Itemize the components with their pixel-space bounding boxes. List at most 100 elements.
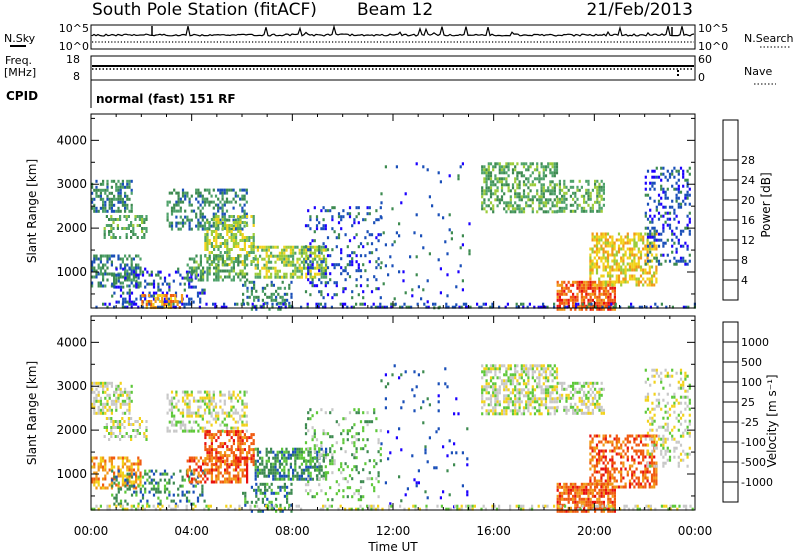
power-cell bbox=[307, 278, 310, 282]
power-cell bbox=[589, 194, 592, 198]
velocity-cell bbox=[212, 408, 215, 412]
power-cell bbox=[461, 243, 464, 247]
velocity-cell bbox=[179, 411, 182, 415]
velocity-cell bbox=[121, 402, 124, 406]
power-cell bbox=[243, 263, 246, 267]
power-cell bbox=[286, 292, 289, 296]
power-cell bbox=[228, 215, 231, 218]
power-cell bbox=[326, 254, 330, 258]
power-cell bbox=[320, 245, 323, 249]
power-cell bbox=[270, 292, 273, 296]
power-cell bbox=[166, 282, 169, 286]
power-cell bbox=[613, 241, 616, 245]
power-cell bbox=[206, 245, 209, 248]
power-cell bbox=[437, 213, 440, 217]
velocity-cell bbox=[294, 468, 297, 472]
velocity-cell bbox=[130, 475, 134, 479]
power-cell bbox=[292, 260, 295, 264]
power-cell bbox=[457, 174, 460, 178]
velocity-cell bbox=[507, 400, 510, 404]
power-cell bbox=[284, 302, 287, 306]
velocity-cell bbox=[507, 376, 510, 380]
power-cell bbox=[318, 245, 321, 249]
power-cell bbox=[208, 269, 211, 273]
power-cell bbox=[205, 302, 208, 306]
power-cell bbox=[558, 304, 561, 308]
velocity-cell bbox=[511, 388, 515, 392]
power-cell bbox=[677, 259, 680, 263]
velocity-cell bbox=[206, 405, 209, 409]
power-cell bbox=[351, 260, 354, 264]
power-cell bbox=[309, 266, 312, 270]
power-cell bbox=[454, 305, 457, 309]
power-cell bbox=[309, 215, 312, 219]
power-cell bbox=[163, 303, 166, 306]
power-cell bbox=[270, 266, 273, 270]
velocity-cell bbox=[494, 388, 497, 392]
power-cell bbox=[300, 305, 303, 309]
power-cell bbox=[591, 286, 594, 290]
power-cell bbox=[615, 259, 618, 263]
velocity-cell bbox=[250, 442, 253, 446]
power-cell bbox=[684, 259, 687, 263]
power-cell bbox=[633, 262, 636, 266]
power-cell bbox=[500, 189, 504, 193]
power-cell bbox=[595, 244, 599, 248]
velocity-cell bbox=[114, 426, 117, 429]
velocity-cell bbox=[362, 411, 365, 415]
velocity-cell bbox=[481, 397, 484, 401]
velocity-cell bbox=[126, 481, 129, 485]
power-cell bbox=[580, 209, 583, 213]
velocity-cell bbox=[135, 462, 138, 466]
velocity-cell bbox=[362, 426, 365, 430]
power-cell bbox=[563, 200, 566, 204]
velocity-cell bbox=[152, 487, 156, 491]
power-cell bbox=[105, 215, 108, 218]
velocity-cell bbox=[192, 396, 196, 400]
velocity-cell bbox=[285, 450, 288, 454]
velocity-cell bbox=[357, 438, 360, 442]
power-cell bbox=[117, 273, 120, 277]
velocity-cell bbox=[226, 465, 229, 469]
power-cell bbox=[660, 178, 663, 182]
velocity-cell bbox=[290, 509, 293, 513]
power-cell bbox=[213, 254, 216, 258]
velocity-cell bbox=[128, 402, 131, 406]
power-cell bbox=[595, 250, 599, 254]
velocity-cell bbox=[192, 429, 196, 433]
velocity-cell bbox=[219, 445, 222, 449]
power-cell bbox=[170, 227, 174, 231]
velocity-cell bbox=[444, 382, 447, 386]
power-cell bbox=[188, 200, 191, 204]
velocity-cell bbox=[340, 471, 343, 475]
power-cell bbox=[208, 200, 211, 204]
power-cell bbox=[617, 277, 621, 281]
power-cell bbox=[355, 215, 358, 219]
power-cell bbox=[214, 212, 218, 216]
power-cell bbox=[188, 285, 191, 289]
velocity-cell bbox=[108, 459, 111, 463]
power-cell bbox=[662, 187, 665, 191]
power-cell bbox=[143, 236, 146, 239]
power-cell bbox=[431, 204, 434, 208]
power-cell bbox=[666, 238, 669, 242]
power-cell bbox=[265, 275, 268, 279]
power-cell bbox=[492, 168, 495, 172]
power-cell bbox=[478, 305, 481, 309]
power-cell bbox=[144, 285, 147, 289]
power-cell bbox=[526, 305, 529, 309]
power-cell bbox=[230, 227, 233, 231]
velocity-cell bbox=[210, 423, 213, 427]
power-cell bbox=[563, 191, 566, 195]
power-cell bbox=[561, 289, 564, 293]
power-cell bbox=[622, 268, 625, 272]
velocity-cell bbox=[91, 381, 94, 385]
power-cell bbox=[515, 302, 518, 306]
power-cell bbox=[563, 179, 566, 183]
power-cell bbox=[355, 260, 358, 264]
velocity-cell bbox=[439, 496, 442, 500]
power-cell bbox=[671, 250, 674, 254]
power-cell bbox=[591, 262, 594, 266]
power-cell bbox=[119, 218, 122, 221]
velocity-cell bbox=[346, 495, 349, 499]
